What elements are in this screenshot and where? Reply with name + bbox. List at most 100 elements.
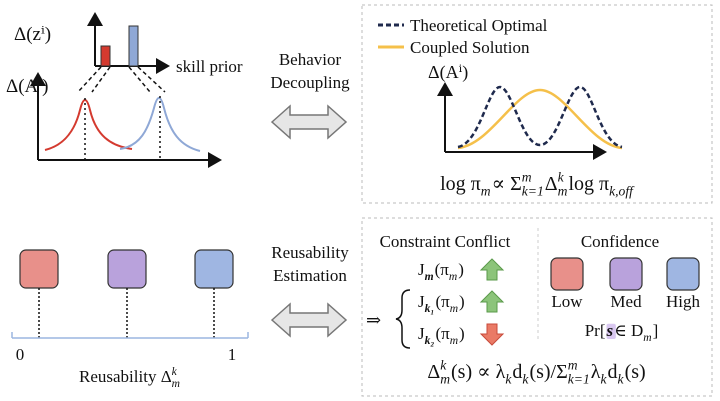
math-text: (π bbox=[435, 324, 450, 343]
bottom-right-content: Low Med High bbox=[479, 257, 701, 346]
math-text: log π bbox=[568, 173, 609, 195]
axis-start: 0 bbox=[16, 345, 25, 364]
math-text: J bbox=[418, 260, 425, 279]
math-sub: k bbox=[505, 372, 512, 387]
double-arrow bbox=[270, 104, 348, 140]
math-text: (s) ∝ λ bbox=[451, 361, 506, 383]
math-text: J bbox=[418, 324, 425, 343]
reusability-square bbox=[107, 249, 147, 289]
math-sub: m bbox=[172, 377, 180, 390]
math-sub: m bbox=[481, 184, 491, 199]
conflict-title: Constraint Conflict bbox=[380, 232, 511, 251]
highlight bbox=[606, 323, 616, 340]
math-text: ) bbox=[458, 260, 464, 279]
panel-box bbox=[361, 4, 713, 204]
math-sup: k bbox=[172, 365, 178, 378]
optimal-curves bbox=[457, 85, 623, 150]
math-sub: m bbox=[449, 270, 457, 283]
math-sub: m bbox=[425, 270, 434, 283]
down-arrow bbox=[479, 323, 505, 346]
confidence-title: Confidence bbox=[581, 232, 659, 251]
math-text: (π bbox=[435, 292, 450, 311]
legend-label: Theoretical Optimal bbox=[410, 16, 548, 35]
connector-lines bbox=[77, 66, 166, 93]
math-text: (s)/Σ bbox=[529, 361, 567, 383]
prior-x-label: skill prior bbox=[176, 57, 243, 76]
reusability-square bbox=[19, 249, 59, 289]
brace bbox=[395, 289, 411, 349]
up-arrow bbox=[479, 258, 505, 281]
math-sub: m bbox=[643, 331, 651, 344]
legend: Theoretical Optimal Coupled Solution bbox=[378, 16, 548, 57]
math-text: J bbox=[418, 292, 425, 311]
math-text: ∈ D bbox=[614, 321, 643, 340]
prior-bars bbox=[100, 25, 139, 67]
confidence-square bbox=[609, 257, 643, 291]
confidence-label: Med bbox=[610, 292, 642, 311]
math-text: Δ bbox=[427, 361, 440, 383]
reusability-scale bbox=[19, 249, 234, 338]
curve bbox=[119, 97, 201, 152]
math-sub: k bbox=[618, 372, 625, 387]
math-sub: m bbox=[450, 334, 458, 347]
advantage-y-label: Δ(Aⁱ) bbox=[6, 76, 48, 97]
peak-lines bbox=[84, 96, 161, 159]
panel-box bbox=[361, 217, 713, 397]
math-text: s bbox=[606, 321, 614, 340]
math-sub: k=1 bbox=[522, 184, 544, 199]
math-text: d bbox=[608, 361, 618, 383]
label: Decoupling bbox=[270, 73, 350, 92]
double-arrow bbox=[270, 302, 348, 338]
math-text: Reusability Δ bbox=[79, 367, 172, 386]
scale-axis bbox=[11, 332, 249, 339]
axis-end: 1 bbox=[228, 345, 237, 364]
advantage-curves bbox=[44, 97, 201, 152]
curve bbox=[44, 99, 133, 151]
math-sub: k₁ bbox=[425, 302, 435, 315]
math-sup: k bbox=[440, 358, 447, 373]
math-text: ) bbox=[459, 292, 465, 311]
math-text: ] bbox=[653, 321, 659, 340]
optimal-plot-axes bbox=[437, 82, 607, 160]
confidence-square bbox=[550, 257, 584, 291]
math-text: ) bbox=[459, 324, 465, 343]
math-sub: k=1 bbox=[568, 372, 590, 387]
math-text: Pr[ bbox=[585, 321, 606, 340]
confidence-label: Low bbox=[551, 292, 583, 311]
math-text: log π bbox=[440, 173, 481, 195]
math-sub: k bbox=[522, 372, 529, 387]
math-text: λ bbox=[591, 361, 601, 383]
y-label: Δ(Aⁱ) bbox=[428, 62, 468, 83]
math-sub: m bbox=[450, 302, 458, 315]
math-text: ∝ Σ bbox=[492, 173, 522, 195]
math-sub: m bbox=[558, 184, 568, 199]
math-sup: m bbox=[522, 170, 532, 185]
math-sub: k,off bbox=[609, 184, 635, 199]
math-sub: k₂ bbox=[425, 334, 435, 347]
math-sup: m bbox=[568, 358, 578, 373]
implies: ⇒ bbox=[366, 310, 381, 330]
prior-y-label: Δ(zⁱ) bbox=[14, 24, 51, 45]
label: Behavior bbox=[279, 50, 342, 69]
math-sub: m bbox=[440, 372, 450, 387]
confidence-square bbox=[666, 257, 700, 291]
coupled-curve bbox=[457, 88, 623, 150]
optimal-curve bbox=[457, 85, 623, 149]
reusability-square bbox=[194, 249, 234, 289]
prior-bar bbox=[128, 25, 139, 67]
prior-bar bbox=[100, 45, 111, 67]
legend-label: Coupled Solution bbox=[410, 38, 530, 57]
math-text: (s) bbox=[625, 361, 646, 383]
math-sub: k bbox=[600, 372, 607, 387]
label: Reusability bbox=[271, 243, 349, 262]
math-text: Δ bbox=[545, 173, 558, 195]
math-text: d bbox=[512, 361, 522, 383]
math-text: (π bbox=[435, 260, 450, 279]
